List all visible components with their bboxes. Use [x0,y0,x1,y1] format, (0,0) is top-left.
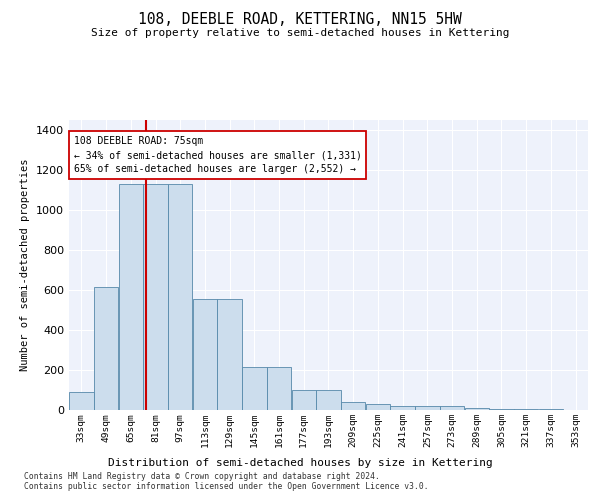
Bar [464,408,489,410]
Bar [391,406,415,410]
Bar [365,404,390,410]
Text: 108 DEEBLE ROAD: 75sqm
← 34% of semi-detached houses are smaller (1,331)
65% of : 108 DEEBLE ROAD: 75sqm ← 34% of semi-det… [74,136,362,174]
Text: Contains HM Land Registry data © Crown copyright and database right 2024.: Contains HM Land Registry data © Crown c… [24,472,380,481]
Text: Distribution of semi-detached houses by size in Kettering: Distribution of semi-detached houses by … [107,458,493,468]
Bar [119,184,143,410]
Text: 108, DEEBLE ROAD, KETTERING, NN15 5HW: 108, DEEBLE ROAD, KETTERING, NN15 5HW [138,12,462,28]
Bar [489,408,514,410]
Bar [292,390,316,410]
Bar [168,184,193,410]
Bar [242,367,266,410]
Bar [267,367,292,410]
Bar [143,184,168,410]
Bar [440,406,464,410]
Y-axis label: Number of semi-detached properties: Number of semi-detached properties [20,159,31,371]
Text: Size of property relative to semi-detached houses in Kettering: Size of property relative to semi-detach… [91,28,509,38]
Bar [94,287,118,410]
Bar [415,406,440,410]
Bar [514,409,538,410]
Bar [341,402,365,410]
Bar [316,390,341,410]
Bar [69,392,94,410]
Bar [193,299,217,410]
Bar [217,299,242,410]
Text: Contains public sector information licensed under the Open Government Licence v3: Contains public sector information licen… [24,482,428,491]
